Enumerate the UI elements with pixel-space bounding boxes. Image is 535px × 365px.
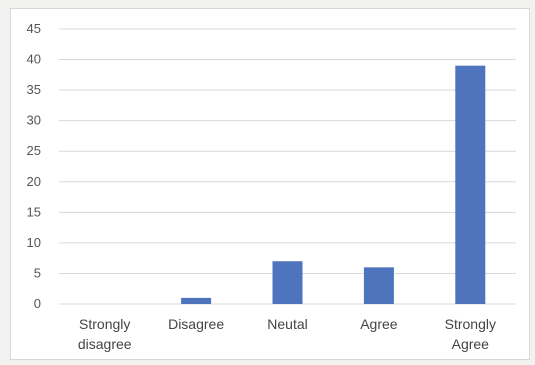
bars — [181, 65, 486, 304]
y-tick-label: 35 — [27, 82, 41, 97]
y-tick-label: 30 — [27, 113, 41, 128]
x-category-label: Strongly disagree — [78, 316, 132, 352]
bar — [181, 297, 212, 304]
x-axis-labels: Strongly disagree Disagree Neutal Agree Stron… — [78, 316, 496, 352]
y-tick-label: 5 — [34, 265, 41, 280]
y-tick-label: 0 — [34, 296, 41, 311]
y-tick-label: 40 — [27, 52, 41, 67]
chart-frame: 0 5 10 15 20 25 30 35 40 45 Strongly disagree Disag… — [10, 8, 530, 360]
y-tick-label: 25 — [27, 143, 41, 158]
y-tick-label: 15 — [27, 204, 41, 219]
x-category-label: Disagree — [168, 316, 224, 332]
bar-chart: 0 5 10 15 20 25 30 35 40 45 Strongly disagree Disag… — [27, 21, 516, 352]
x-category-label: Agree — [360, 316, 398, 332]
bar — [455, 65, 486, 304]
y-tick-label: 10 — [27, 235, 41, 250]
bar — [363, 267, 394, 304]
bar — [272, 261, 303, 304]
x-category-label: Neutal — [267, 316, 307, 332]
gridlines — [59, 28, 516, 305]
x-category-label: Strongly Agree — [445, 316, 496, 352]
y-tick-label: 20 — [27, 174, 41, 189]
y-tick-label: 45 — [27, 21, 41, 36]
y-axis-ticks: 0 5 10 15 20 25 30 35 40 45 — [27, 21, 41, 311]
